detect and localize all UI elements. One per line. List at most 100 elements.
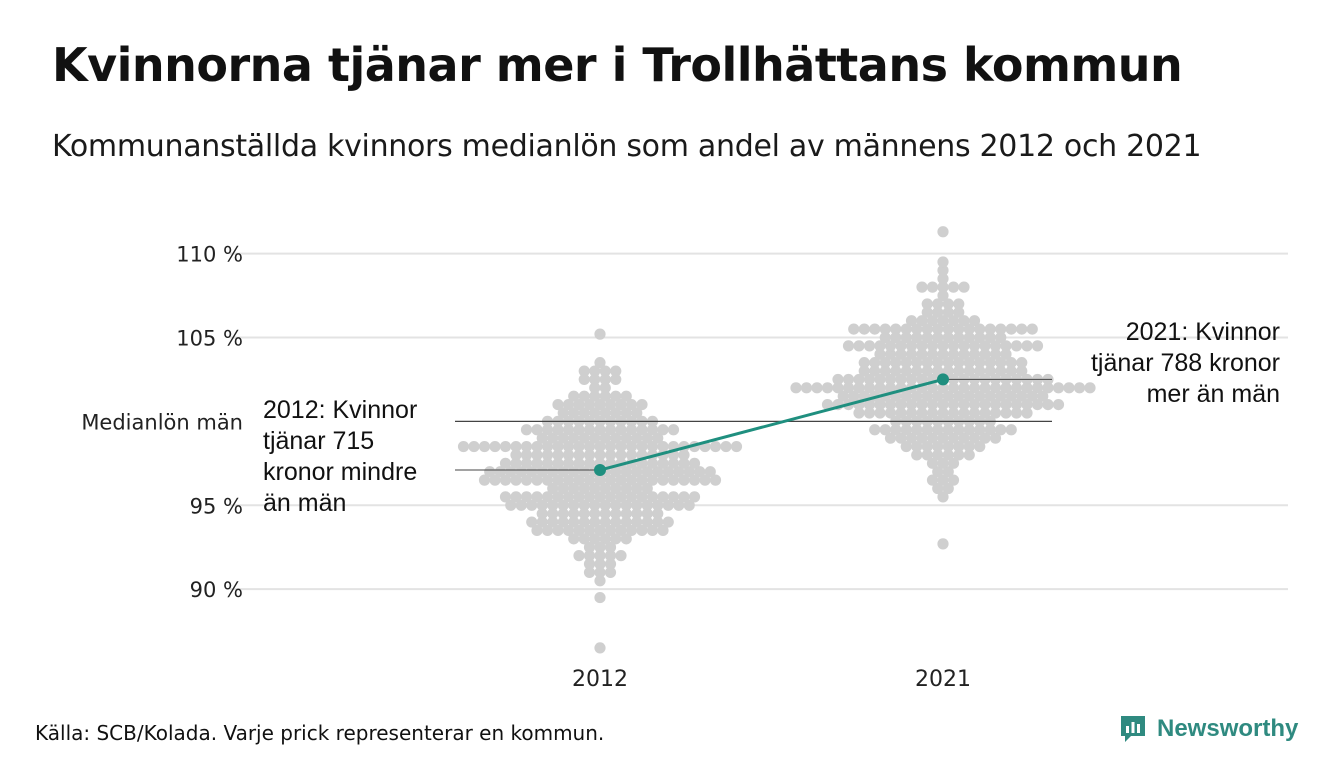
municipality-dot [916, 281, 928, 293]
municipality-dot [568, 499, 580, 511]
municipality-dot [1021, 399, 1033, 411]
municipality-dot [583, 449, 596, 461]
municipality-dot [594, 424, 606, 436]
municipality-dot [615, 399, 627, 411]
highlight-point [594, 464, 606, 477]
municipality-dot [874, 407, 886, 419]
municipality-dot [874, 399, 886, 411]
municipality-dot [510, 449, 522, 461]
municipality-dot [520, 474, 533, 486]
municipality-dot [657, 457, 669, 469]
municipality-dot [921, 357, 933, 369]
municipality-dot [625, 491, 638, 503]
y-tick-label: 95 % [190, 494, 243, 518]
municipality-dot [678, 449, 690, 461]
municipality-dot [599, 533, 611, 545]
municipality-dot [921, 440, 933, 453]
municipality-dot [610, 407, 622, 419]
municipality-dot [942, 390, 954, 402]
municipality-dot [510, 457, 522, 469]
municipality-dot [552, 474, 564, 486]
municipality-dot [652, 432, 664, 444]
municipality-dot [631, 508, 643, 520]
municipality-dot [520, 491, 533, 503]
municipality-dot [905, 373, 918, 386]
municipality-dot [942, 357, 954, 369]
municipality-dot [1031, 399, 1044, 411]
municipality-dot [1016, 357, 1028, 369]
municipality-dot [589, 432, 601, 444]
municipality-dot [942, 323, 954, 335]
municipality-dot [947, 315, 960, 327]
municipality-dot [562, 491, 575, 503]
municipality-dot [646, 424, 659, 436]
municipality-dot [657, 524, 669, 537]
municipality-dot [926, 315, 939, 327]
municipality-dot [683, 466, 695, 478]
municipality-dot [583, 541, 596, 553]
municipality-dot [604, 424, 617, 436]
municipality-dot [505, 499, 517, 511]
municipality-dot [995, 365, 1007, 377]
municipality-dot [594, 575, 606, 587]
municipality-dot [578, 508, 590, 520]
municipality-dot [662, 516, 674, 528]
municipality-dot [678, 491, 690, 503]
municipality-dot [932, 306, 944, 318]
annotation-2021-line: tjänar 788 kronor [1091, 349, 1280, 377]
municipality-dot [968, 348, 981, 360]
municipality-dot [974, 331, 986, 344]
municipality-dot [937, 399, 949, 411]
municipality-dot [646, 524, 659, 537]
municipality-dot [842, 340, 855, 352]
municipality-dot [979, 382, 991, 394]
municipality-dot [489, 440, 501, 453]
municipality-dot [536, 516, 548, 528]
municipality-dot [953, 306, 965, 318]
municipality-dot [552, 424, 564, 436]
municipality-dot [631, 407, 643, 419]
municipality-dot [884, 432, 897, 444]
municipality-dot [536, 499, 548, 511]
municipality-dot [531, 440, 543, 453]
municipality-dot [604, 474, 617, 486]
municipality-dot [604, 566, 617, 579]
municipality-dot [610, 508, 622, 520]
municipality-dot [688, 474, 701, 486]
annotation-2012-line: 2012: Kvinnor [263, 396, 417, 424]
municipality-dot [610, 432, 622, 444]
municipality-dot [926, 399, 939, 411]
municipality-dot [547, 466, 559, 478]
municipality-dot [557, 516, 569, 528]
municipality-dot [1005, 323, 1017, 335]
source-note: Källa: SCB/Kolada. Varje prick represent… [35, 721, 605, 745]
municipality-dot [610, 365, 622, 377]
municipality-dot [1005, 390, 1017, 402]
municipality-dot [963, 440, 975, 453]
municipality-dot [916, 407, 928, 419]
municipality-dot [531, 491, 543, 503]
municipality-dot [900, 390, 912, 402]
x-tick-label: 2021 [915, 667, 971, 692]
municipality-dot [515, 466, 527, 478]
municipality-dot [979, 399, 991, 411]
municipality-dot [1000, 382, 1012, 394]
municipality-dot [652, 466, 664, 478]
municipality-dot [895, 340, 907, 352]
municipality-dot [657, 424, 669, 436]
municipality-dot [958, 432, 970, 444]
municipality-dot [573, 474, 585, 486]
municipality-dot [968, 340, 981, 352]
municipality-dot [832, 382, 844, 394]
municipality-dot [900, 440, 912, 453]
municipality-dot [932, 357, 944, 369]
municipality-dot [800, 382, 813, 394]
municipality-dot [905, 348, 918, 360]
municipality-dot [547, 516, 559, 528]
municipality-dot [646, 474, 659, 486]
municipality-dot [942, 331, 954, 344]
municipality-dot [937, 538, 949, 550]
x-tick-label: 2012 [572, 667, 628, 692]
municipality-dot [953, 298, 965, 310]
municipality-dot [984, 424, 996, 436]
